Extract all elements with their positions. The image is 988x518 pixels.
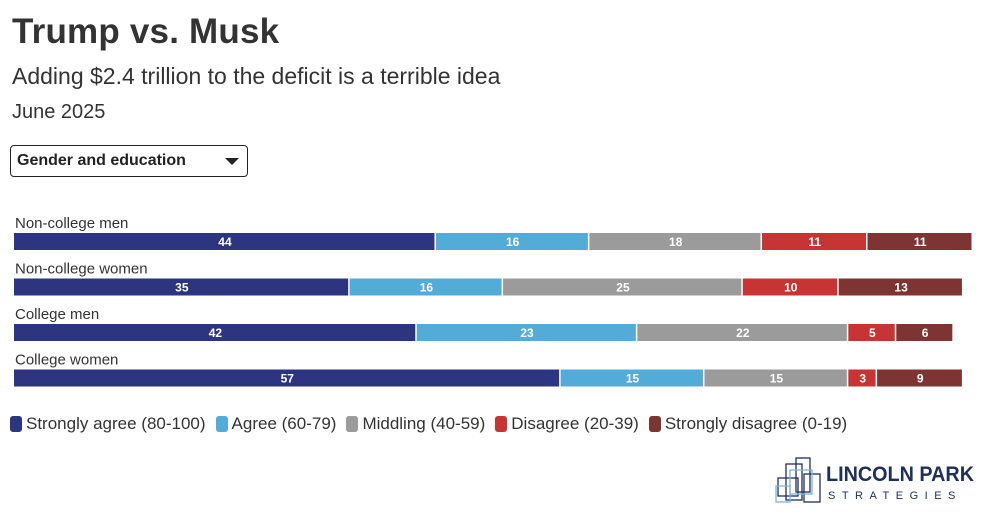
logo-line1: LINCOLN PARK: [826, 463, 974, 486]
legend-item[interactable]: Agree (60-79): [215, 414, 337, 434]
bar-segment[interactable]: [435, 233, 588, 250]
data-label: 18: [669, 235, 683, 249]
data-label: 13: [894, 281, 908, 295]
data-label: 3: [859, 372, 866, 386]
legend-label: Agree (60-79): [231, 414, 337, 433]
bar-segment[interactable]: [560, 369, 703, 387]
logo-line2: STRATEGIES: [828, 490, 962, 502]
chart-title: Trump vs. Musk: [12, 12, 280, 51]
legend-swatch: [495, 416, 508, 432]
legend-item[interactable]: Strongly agree (80-100): [10, 414, 206, 434]
bar-segment[interactable]: [349, 278, 502, 296]
chevron-down-icon[interactable]: [225, 157, 239, 165]
category-label: College men: [15, 306, 99, 323]
data-label: 5: [869, 326, 876, 340]
legend-label: Disagree (20-39): [511, 414, 639, 433]
bar-segment[interactable]: [637, 324, 847, 341]
bar-segment[interactable]: [704, 369, 847, 387]
legend-swatch: [10, 416, 22, 432]
bar-segment[interactable]: [14, 278, 349, 296]
bar-segment[interactable]: [14, 233, 435, 250]
data-label: 11: [808, 235, 821, 249]
data-label: 15: [770, 372, 784, 386]
bar-segment[interactable]: [14, 324, 416, 341]
bar-segment[interactable]: [762, 233, 867, 250]
legend-item[interactable]: Middling (40-59): [346, 414, 485, 434]
data-label: 23: [520, 326, 534, 340]
group-filter-dropdown[interactable]: Gender and education: [10, 145, 248, 177]
legend-swatch: [346, 416, 359, 432]
stacked-bar-chart: Non-college men 44 16 18 11 11 Non-college wom…: [14, 215, 972, 387]
lincoln-park-strategies-logo: LINCOLN PARK STRATEGIES: [775, 457, 974, 503]
category-label: Non-college men: [15, 215, 128, 232]
legend-label: Strongly disagree (0-19): [664, 414, 848, 433]
legend-item[interactable]: Strongly disagree (0-19): [648, 414, 848, 434]
data-label: 11: [914, 235, 927, 249]
category-label: Non-college women: [15, 261, 148, 278]
data-label: 42: [209, 326, 223, 340]
data-label: 25: [616, 281, 630, 295]
bar-segment[interactable]: [416, 324, 636, 341]
bar-segment[interactable]: [589, 233, 761, 250]
data-label: 35: [175, 281, 189, 295]
bar-segment[interactable]: [896, 324, 953, 341]
data-label: 44: [218, 235, 232, 249]
bar-segment[interactable]: [742, 278, 838, 296]
legend-swatch: [648, 416, 661, 432]
legend-swatch: [215, 416, 228, 432]
chart-subtitle: Adding $2.4 trillion to the deficit is a…: [12, 63, 501, 89]
bar-segment[interactable]: [503, 278, 742, 296]
data-label: 22: [736, 326, 750, 340]
category-label: College women: [15, 352, 118, 369]
bar-segment[interactable]: [838, 278, 962, 296]
group-filter-label: Gender and education: [17, 152, 186, 169]
data-label: 15: [626, 372, 640, 386]
legend-item[interactable]: Disagree (20-39): [495, 414, 639, 434]
legend-label: Middling (40-59): [362, 414, 486, 433]
legend-label: Strongly agree (80-100): [26, 414, 206, 433]
legend: Strongly agree (80-100) Agree (60-79) Midd…: [10, 414, 857, 434]
data-label: 57: [281, 372, 295, 386]
data-label: 6: [922, 326, 929, 340]
data-label: 16: [420, 281, 434, 295]
chart-date: June 2025: [12, 101, 106, 123]
bar-segment[interactable]: [867, 233, 972, 250]
data-label: 9: [917, 372, 924, 386]
bar-segment[interactable]: [848, 369, 876, 387]
data-label: 16: [506, 235, 520, 249]
data-label: 10: [784, 281, 798, 295]
bar-segment[interactable]: [14, 369, 560, 387]
bar-segment[interactable]: [848, 324, 895, 341]
bar-segment[interactable]: [877, 369, 962, 387]
